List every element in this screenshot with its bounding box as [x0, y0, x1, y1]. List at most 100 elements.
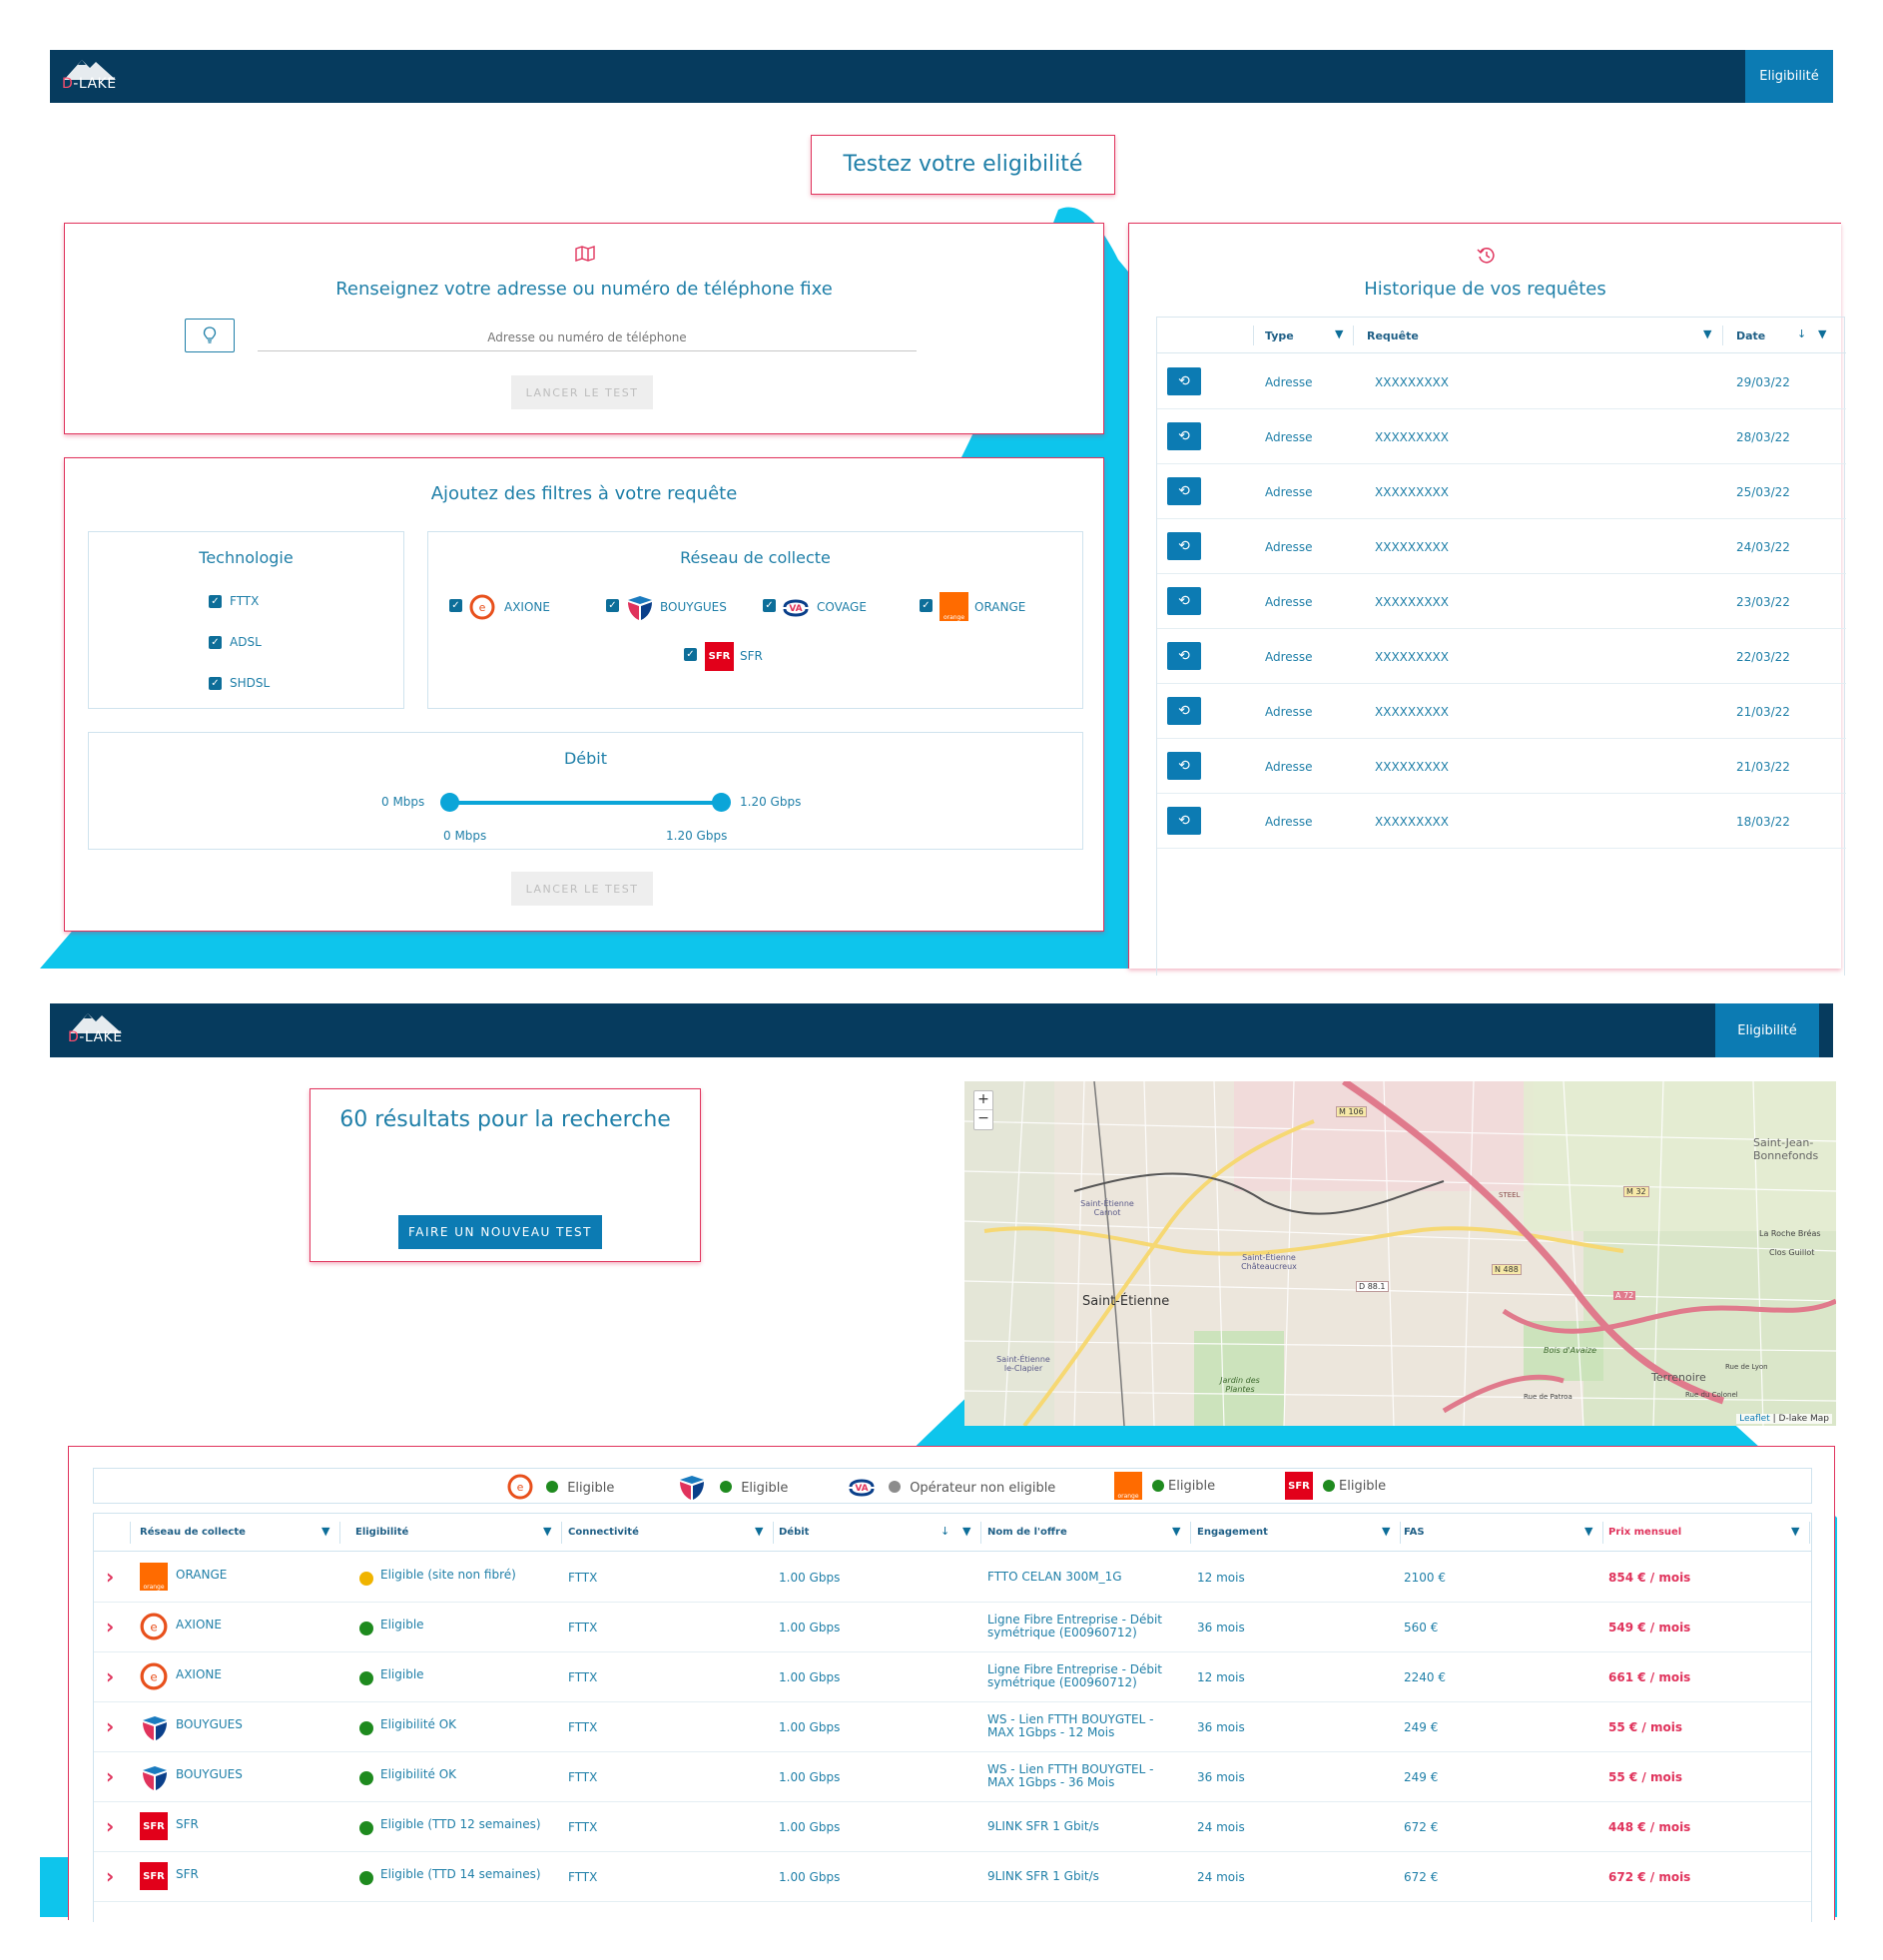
result-row[interactable]: › orange ORANGE Eligible (site non fibré) FT…	[94, 1553, 1811, 1603]
filter-icon[interactable]: ▼	[1584, 1525, 1593, 1538]
filter-icon[interactable]: ▼	[1818, 327, 1827, 340]
network-logo: e	[140, 1662, 170, 1692]
history-row[interactable]: ⟲ Adresse XXXXXXXXX 24/03/22	[1157, 519, 1846, 574]
replay-history-button[interactable]: ⟲	[1167, 807, 1201, 835]
expand-row-chevron-icon[interactable]: ›	[106, 1615, 115, 1638]
offer-name: Ligne Fibre Entreprise - Débit symétrique…	[987, 1663, 1162, 1689]
offer-name-line2: MAX 1Gbps - 36 Mois	[987, 1775, 1115, 1789]
history-type: Adresse	[1265, 760, 1313, 774]
history-date: 25/03/22	[1736, 485, 1790, 499]
svg-text:e: e	[479, 601, 486, 614]
bouygues-checkbox[interactable]: ✓	[606, 599, 619, 612]
network-logo	[140, 1712, 170, 1742]
sfr-checkbox[interactable]: ✓	[684, 648, 697, 661]
replay-history-button[interactable]: ⟲	[1167, 752, 1201, 780]
address-card: Renseignez votre adresse ou numéro de té…	[64, 223, 1104, 434]
expand-row-chevron-icon[interactable]: ›	[106, 1814, 115, 1838]
column-divider	[1602, 1522, 1603, 1544]
orange-logo-icon: orange	[1114, 1472, 1142, 1500]
brand-logo[interactable]: D-LAKE	[62, 56, 118, 92]
axione-checkbox[interactable]: ✓	[449, 599, 462, 612]
column-divider	[980, 1522, 981, 1544]
map-attribution: Leaflet | D-lake Map	[1736, 1414, 1832, 1424]
zoom-in-button[interactable]: +	[974, 1091, 992, 1110]
filter-icon[interactable]: ▼	[1172, 1525, 1181, 1538]
result-row[interactable]: › e AXIONE Eligible FTTX 1.00 Gbps Ligne Fibre…	[94, 1603, 1811, 1652]
map-view[interactable]: + − Saint-Étienne Saint-Étienne Carnot S…	[964, 1081, 1836, 1426]
history-date: 24/03/22	[1736, 540, 1790, 554]
new-test-button[interactable]: FAIRE UN NOUVEAU TEST	[398, 1215, 602, 1249]
expand-row-chevron-icon[interactable]: ›	[106, 1714, 115, 1738]
replay-history-button[interactable]: ⟲	[1167, 587, 1201, 615]
filter-icon[interactable]: ▼	[1791, 1525, 1800, 1538]
history-row[interactable]: ⟲ Adresse XXXXXXXXX 29/03/22	[1157, 354, 1846, 409]
bitrate-max-handle[interactable]	[712, 793, 731, 812]
lightbulb-icon[interactable]	[185, 319, 235, 352]
sort-desc-icon[interactable]: ↓	[941, 1525, 950, 1538]
history-row[interactable]: ⟲ Adresse XXXXXXXXX 23/03/22	[1157, 574, 1846, 629]
filter-icon[interactable]: ▼	[962, 1525, 971, 1538]
map-road-m32: M 32	[1623, 1186, 1649, 1197]
bitrate: 1.00 Gbps	[779, 1621, 841, 1634]
filter-icon[interactable]: ▼	[1335, 327, 1344, 340]
column-divider	[561, 1522, 562, 1544]
brand-logo-2[interactable]: D-LAKE	[68, 1009, 124, 1045]
map-label-city: Saint-Étienne	[1082, 1294, 1170, 1309]
history-request: XXXXXXXXX	[1375, 540, 1449, 554]
bitrate-min-handle[interactable]	[440, 793, 459, 812]
replay-history-button[interactable]: ⟲	[1167, 422, 1201, 450]
address-input[interactable]	[258, 324, 917, 351]
result-row[interactable]: › e AXIONE Eligible FTTX 1.00 Gbps Ligne Fibre…	[94, 1652, 1811, 1702]
result-row[interactable]: › BOUYGUES Eligibilité OK FTTX 1.00 Gbps WS -…	[94, 1702, 1811, 1752]
filter-icon[interactable]: ▼	[321, 1525, 330, 1538]
attribution-text: | D-lake Map	[1772, 1414, 1829, 1424]
leaflet-link[interactable]: Leaflet	[1739, 1414, 1770, 1424]
sort-desc-icon[interactable]: ↓	[1797, 327, 1807, 340]
covage-logo-icon: VA	[849, 1479, 875, 1497]
bitrate-slider-track[interactable]	[449, 801, 721, 805]
expand-row-chevron-icon[interactable]: ›	[106, 1864, 115, 1888]
offer-name-line1: Ligne Fibre Entreprise - Débit	[987, 1613, 1162, 1627]
replay-history-button[interactable]: ⟲	[1167, 697, 1201, 725]
results-col-header: Débit	[779, 1527, 810, 1538]
nav-eligibility-button-2[interactable]: Eligibilité	[1715, 1003, 1819, 1057]
history-row[interactable]: ⟲ Adresse XXXXXXXXX 21/03/22	[1157, 684, 1846, 739]
zoom-out-button[interactable]: −	[977, 1110, 989, 1126]
replay-history-button[interactable]: ⟲	[1167, 532, 1201, 560]
history-row[interactable]: ⟲ Adresse XXXXXXXXX 18/03/22	[1157, 794, 1846, 849]
offer-name: Ligne Fibre Entreprise - Débit symétrique…	[987, 1614, 1162, 1639]
results-summary-card: 60 résultats pour la recherche FAIRE UN …	[310, 1088, 701, 1262]
result-row[interactable]: › BOUYGUES Eligibilité OK FTTX 1.00 Gbps WS -…	[94, 1752, 1811, 1802]
shdsl-checkbox[interactable]: ✓	[209, 677, 222, 690]
replay-history-button[interactable]: ⟲	[1167, 367, 1201, 395]
covage-checkbox[interactable]: ✓	[763, 599, 776, 612]
offer-name-line1: 9LINK SFR 1 Gbit/s	[987, 1869, 1099, 1883]
expand-row-chevron-icon[interactable]: ›	[106, 1565, 115, 1589]
expand-row-chevron-icon[interactable]: ›	[106, 1664, 115, 1688]
filters-submit-button[interactable]: LANCER LE TEST	[511, 872, 653, 906]
replay-history-button[interactable]: ⟲	[1167, 642, 1201, 670]
bitrate-range-max: 1.20 Gbps	[666, 829, 728, 843]
filter-icon[interactable]: ▼	[543, 1525, 552, 1538]
nav-eligibility-button[interactable]: Eligibilité	[1745, 50, 1833, 103]
history-row[interactable]: ⟲ Adresse XXXXXXXXX 22/03/22	[1157, 629, 1846, 684]
result-row[interactable]: › SFR SFR Eligible (TTD 14 semaines) FTTX 1.0…	[94, 1852, 1811, 1902]
address-submit-button[interactable]: LANCER LE TEST	[511, 375, 653, 409]
bouygues-logo-icon	[680, 1476, 704, 1500]
results-col-header: FAS	[1404, 1527, 1425, 1538]
expand-row-chevron-icon[interactable]: ›	[106, 1764, 115, 1788]
map-label-clos: Clos Guillot	[1769, 1248, 1815, 1257]
fttx-checkbox[interactable]: ✓	[209, 595, 222, 608]
adsl-checkbox[interactable]: ✓	[209, 636, 222, 649]
filter-icon[interactable]: ▼	[755, 1525, 764, 1538]
map-street-lyon: Rue de Lyon	[1725, 1363, 1768, 1371]
replay-history-button[interactable]: ⟲	[1167, 477, 1201, 505]
history-row[interactable]: ⟲ Adresse XXXXXXXXX 28/03/22	[1157, 409, 1846, 464]
filter-icon[interactable]: ▼	[1382, 1525, 1391, 1538]
result-row[interactable]: › SFR SFR Eligible (TTD 12 semaines) FTTX 1.0…	[94, 1802, 1811, 1852]
history-row[interactable]: ⟲ Adresse XXXXXXXXX 25/03/22	[1157, 464, 1846, 519]
network-logo: e	[140, 1613, 170, 1642]
filter-icon[interactable]: ▼	[1703, 327, 1712, 340]
history-row[interactable]: ⟲ Adresse XXXXXXXXX 21/03/22	[1157, 739, 1846, 794]
orange-checkbox[interactable]: ✓	[920, 599, 933, 612]
